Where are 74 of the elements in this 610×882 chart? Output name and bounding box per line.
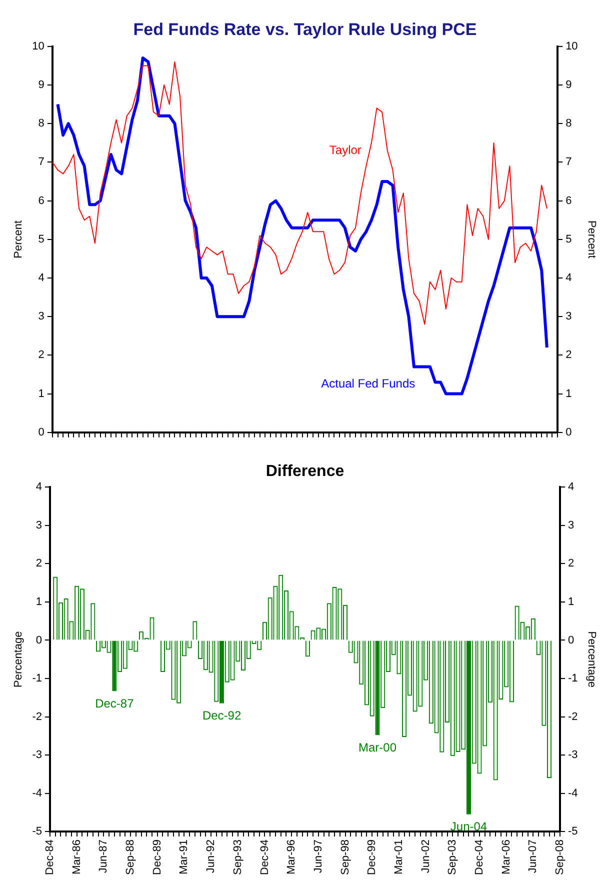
y-tick-label: 3 [36, 519, 42, 532]
x-tick-label: Sep-93 [232, 840, 244, 876]
y-tick-label: -3 [32, 749, 42, 762]
x-tick-label: Jun-87 [98, 840, 110, 874]
y-axis-title: Percentage [12, 631, 25, 688]
y-tick-label: 2 [36, 558, 42, 570]
y2-tick-label: 0 [568, 634, 574, 646]
y2-tick-label: 3 [566, 310, 572, 323]
annotation: Jun-04 [450, 820, 488, 834]
x-tick-label: Jun-97 [312, 840, 324, 874]
y-tick-label: -2 [32, 710, 42, 723]
y-tick-label: 4 [36, 481, 42, 494]
x-tick-label: Sep-08 [554, 840, 566, 876]
y2-tick-label: 5 [566, 233, 572, 246]
y-axis-title: Percent [12, 220, 25, 258]
y-tick-label: 0 [38, 426, 44, 438]
y-tick-label: 10 [32, 40, 44, 52]
y-tick-label: 1 [36, 596, 42, 608]
x-tick-label: Sep-03 [446, 840, 459, 876]
y2-tick-label: 1 [568, 596, 574, 608]
x-tick-label: Sep-98 [339, 840, 352, 876]
y2-axis-title: Percentage [585, 631, 598, 688]
y-tick-label: -4 [32, 787, 42, 800]
y2-tick-label: -5 [568, 826, 578, 838]
x-tick-label: Dec-99 [366, 840, 378, 875]
y2-tick-label: 2 [568, 558, 574, 570]
x-tick-label: Mar-86 [70, 840, 83, 874]
y-tick-label: -1 [32, 672, 42, 685]
y2-tick-label: 2 [566, 349, 572, 362]
x-tick-label: Mar-91 [178, 840, 190, 874]
y2-tick-label: 4 [568, 481, 574, 494]
y2-tick-label: 4 [566, 272, 572, 284]
y-tick-label: 7 [38, 156, 44, 168]
x-tick-label: Dec-89 [151, 840, 164, 875]
y2-tick-label: 10 [566, 40, 578, 52]
y-tick-label: 1 [38, 388, 44, 400]
y2-tick-label: 0 [566, 426, 572, 438]
y-tick-label: 0 [36, 634, 42, 646]
y2-tick-label: -1 [568, 672, 578, 685]
y-tick-label: 6 [38, 194, 44, 207]
y2-tick-label: 3 [568, 519, 574, 532]
x-tick-label: Mar-01 [392, 840, 405, 874]
y-tick-label: 3 [38, 310, 44, 323]
chart-title: Fed Funds Rate vs. Taylor Rule Using PCE [133, 20, 477, 39]
x-tick-label: Dec-04 [474, 840, 486, 875]
y-tick-label: 8 [38, 118, 44, 130]
x-tick-label: Jun-92 [205, 840, 218, 874]
y-tick-label: 9 [38, 79, 44, 92]
y2-tick-label: 9 [566, 79, 572, 92]
y-tick-label: 5 [38, 233, 44, 246]
y-tick-label: -5 [32, 826, 42, 838]
annotation: Mar-00 [358, 740, 397, 754]
y2-tick-label: -4 [568, 787, 578, 800]
y-tick-label: 4 [38, 272, 44, 284]
x-tick-label: Jun-02 [420, 840, 432, 874]
y-tick-label: 2 [38, 349, 44, 362]
y2-tick-label: 7 [566, 156, 572, 168]
y2-tick-label: 1 [566, 388, 572, 400]
y2-tick-label: 6 [566, 194, 572, 207]
annotation: Dec-92 [202, 708, 242, 723]
series-label: Taylor [329, 142, 362, 157]
y2-tick-label: -2 [568, 710, 578, 723]
annotation: Dec-87 [95, 696, 134, 710]
chart-title: Difference [266, 463, 344, 480]
y2-tick-label: -3 [568, 749, 578, 762]
x-tick-label: Jun-07 [527, 840, 540, 874]
x-tick-label: Sep-88 [124, 840, 137, 876]
x-tick-label: Dec-94 [258, 840, 271, 875]
y2-tick-label: 8 [566, 118, 572, 130]
series-label: Actual Fed Funds [321, 376, 416, 390]
x-tick-label: Mar-06 [500, 840, 512, 874]
x-tick-label: Mar-96 [286, 840, 298, 874]
x-tick-label: Dec-84 [44, 840, 56, 875]
y2-axis-title: Percent [585, 220, 598, 258]
